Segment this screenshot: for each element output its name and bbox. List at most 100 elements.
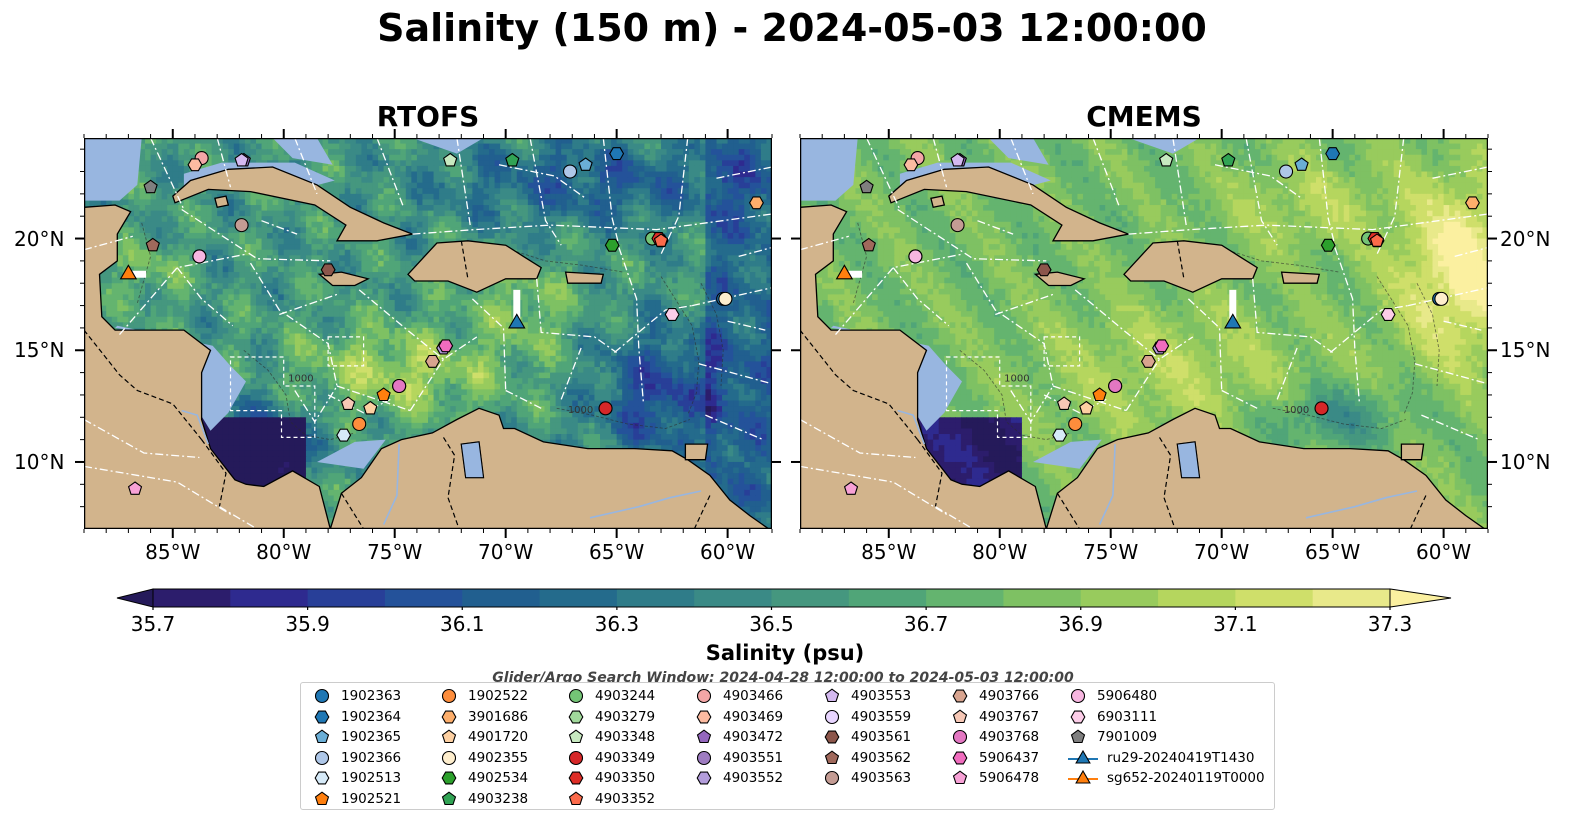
eez-boundary [698, 363, 772, 385]
legend-item-1902513: 1902513 [311, 768, 401, 788]
legend-item-4903553: 4903553 [821, 686, 911, 706]
float-marker-4902534 [1320, 238, 1336, 252]
eez-boundary [1092, 138, 1121, 208]
eez-boundary [505, 389, 542, 409]
eez-boundary [800, 418, 916, 459]
colorbar-tick-label: 37.3 [1367, 612, 1413, 636]
legend-label: 4903352 [595, 790, 656, 807]
legend-marker [824, 709, 840, 724]
legend-label: 1902513 [341, 770, 402, 786]
legend-label: 1902365 [341, 729, 402, 745]
eez-boundary [1334, 247, 1360, 402]
bathymetry-contour [556, 407, 691, 429]
land-polygon [800, 138, 1047, 529]
x-tick-label: 60°W [1415, 540, 1472, 564]
eez-boundary [327, 336, 365, 367]
colorbar-extend-low [116, 588, 154, 608]
legend-marker [568, 729, 584, 744]
eez-boundary [727, 320, 766, 331]
float-marker-4903469 [187, 158, 203, 172]
float-marker-4903767 [1056, 396, 1072, 410]
legend-label: 4903279 [595, 708, 656, 725]
legend-item-4902534: 4902534 [438, 768, 528, 788]
legend-glider-icon [1068, 749, 1098, 764]
legend-marker [568, 750, 584, 765]
bathymetry-label: 1000 [1004, 374, 1029, 385]
legend-marker [1070, 729, 1086, 744]
legend-item-4903472: 4903472 [693, 727, 783, 747]
glider-marker-sg652-20240119T0000 [835, 264, 854, 280]
river-line [1305, 490, 1418, 519]
legend-label: 4903563 [851, 770, 912, 786]
x-tick-label: 80°W [256, 540, 312, 564]
legend-pentagon-icon [824, 688, 840, 703]
rtofs-eez-lines [84, 138, 772, 529]
legend-marker [824, 688, 840, 703]
eez-boundary [336, 385, 411, 412]
float-marker-1902522 [1068, 416, 1083, 432]
eez-boundary [327, 394, 391, 414]
float-marker-4903562 [145, 237, 160, 252]
legend-hexagon-icon [952, 689, 968, 703]
eez-boundary [536, 278, 617, 354]
float-marker-4903352 [1369, 233, 1385, 247]
legend-item-4903350: 4903350 [565, 768, 655, 788]
shelf-area [412, 138, 484, 154]
land-polygon [214, 195, 230, 209]
float-marker-1902364 [1325, 147, 1341, 161]
eez-boundary [1414, 363, 1488, 385]
legend-marker [314, 771, 330, 785]
rtofs-frame [84, 138, 772, 529]
legend-hexagon-icon [314, 710, 330, 723]
eez-boundary [409, 336, 478, 411]
float-marker-1902366 [562, 164, 578, 179]
legend-pentagon-icon [824, 750, 840, 764]
legend-circle-icon [824, 709, 840, 724]
legend-item-1902521: 1902521 [311, 789, 401, 809]
eez-boundary [471, 298, 507, 391]
legend-hexagon-icon [314, 771, 330, 785]
y-tick-label-left: 15°N [14, 338, 65, 363]
legend-marker [1070, 710, 1086, 723]
float-marker-4902534 [604, 238, 620, 252]
legend: 1902363 1902364 1902365 1902366 1902513 19025… [300, 682, 1275, 810]
legend-item-4903238: 4903238 [438, 789, 528, 809]
legend-item-3901686: 3901686 [438, 707, 528, 727]
legend-marker [441, 688, 457, 704]
colorbar-segment [771, 589, 850, 607]
panel-title-cmems: CMEMS [1086, 100, 1202, 133]
float-marker-7901009 [859, 179, 874, 194]
legend-item-4903563: 4903563 [821, 768, 911, 788]
eez-boundary [1318, 138, 1336, 246]
float-marker-3901686 [748, 196, 764, 210]
land-polygon [1280, 271, 1321, 284]
legend-label: 7901009 [1097, 729, 1158, 745]
eez-boundary [456, 138, 471, 226]
legend-circle-icon [568, 688, 584, 704]
bathymetry-label: 1000 [1284, 405, 1309, 416]
eez-boundary [560, 347, 582, 400]
colorbar-segment [616, 589, 695, 607]
land-polygon [172, 166, 415, 242]
country-border [340, 492, 365, 529]
legend-marker [696, 688, 712, 704]
float-marker-1902513 [336, 428, 352, 442]
float-marker-4903348 [443, 152, 458, 167]
legend-item-4903349: 4903349 [565, 748, 655, 768]
country-border [201, 439, 227, 507]
legend-item-6903111: 6903111 [1067, 707, 1157, 727]
float-marker-1902521 [1092, 387, 1107, 402]
eez-boundary [279, 293, 338, 316]
float-marker-4903561 [1036, 263, 1052, 277]
float-marker-4903766 [1140, 354, 1156, 368]
glider-marker-ru29-20240419T1430 [1224, 313, 1242, 329]
legend-label: 4903766 [979, 688, 1040, 704]
legend-marker [952, 751, 968, 764]
legend-hexagon-icon [1070, 710, 1086, 723]
legend-label: 4903562 [851, 749, 912, 766]
y-tick-label-left: 10°N [14, 449, 65, 474]
float-marker-5906480 [192, 249, 207, 264]
cmems-land [800, 138, 1488, 529]
country-border [917, 439, 943, 507]
float-marker-4902355 [718, 291, 733, 306]
